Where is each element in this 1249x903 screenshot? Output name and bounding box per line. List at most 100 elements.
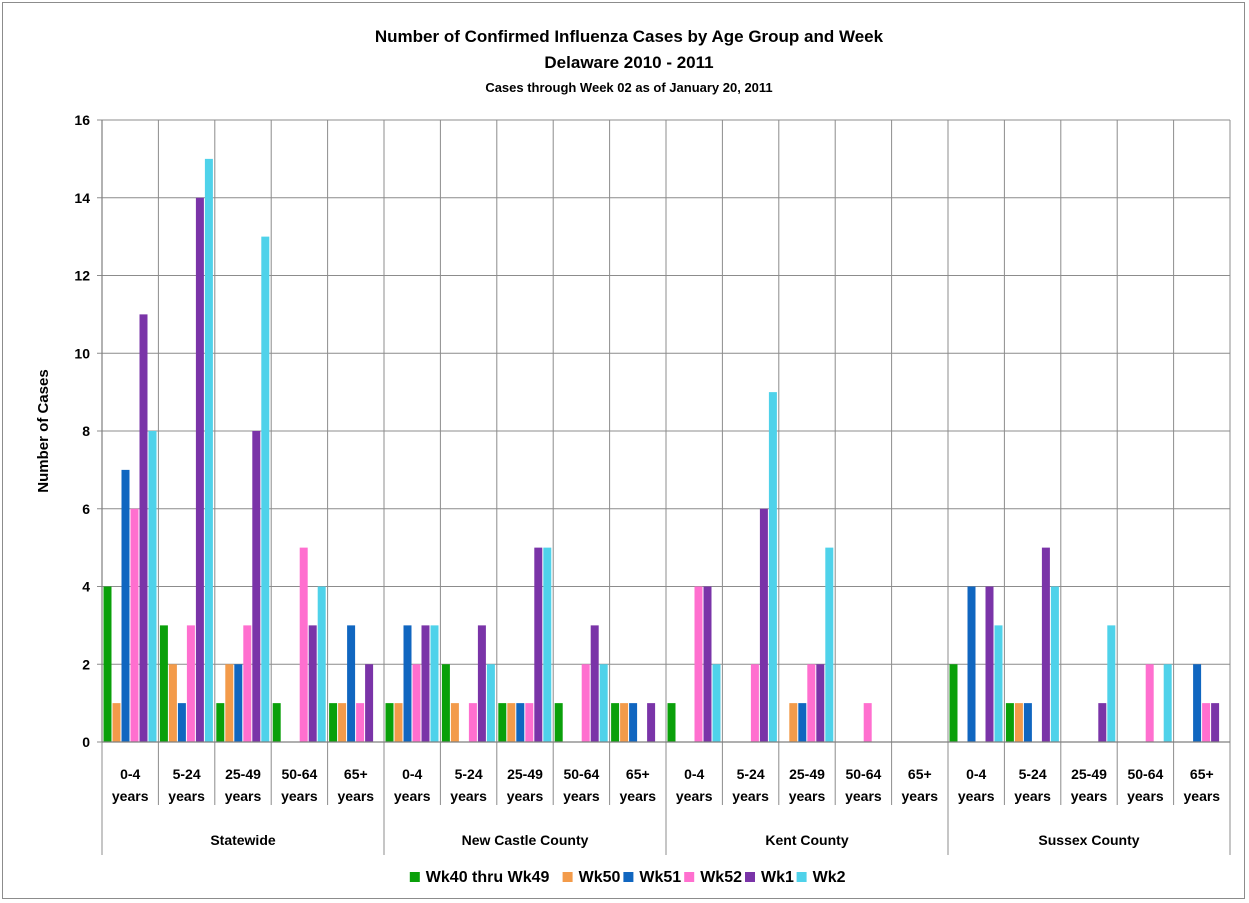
bar-4-10 xyxy=(703,586,712,742)
bars xyxy=(103,158,1220,742)
bar-1-9 xyxy=(620,703,629,742)
bar-2-9 xyxy=(629,703,638,742)
category-label-line2-7: years xyxy=(507,788,544,804)
bar-4-9 xyxy=(647,703,656,742)
bar-0-10 xyxy=(667,703,676,742)
chart-subtitle-date: Cases through Week 02 as of January 20, … xyxy=(485,80,772,95)
category-label-7: 25-49 xyxy=(507,766,543,782)
bar-3-4 xyxy=(356,703,365,742)
legend-swatch-2 xyxy=(623,872,634,882)
legend-label-4: Wk1 xyxy=(761,869,794,886)
category-label-line2-4: years xyxy=(338,788,375,804)
category-label-10: 0-4 xyxy=(684,766,704,782)
bar-3-13 xyxy=(863,703,872,742)
bar-2-4 xyxy=(347,625,356,742)
bar-4-16 xyxy=(1041,547,1050,742)
bar-5-11 xyxy=(768,392,777,742)
bar-1-12 xyxy=(789,703,798,742)
category-label-line2-0: years xyxy=(112,788,149,804)
bar-3-19 xyxy=(1202,703,1211,742)
bar-0-15 xyxy=(949,664,958,742)
group-label-0: Statewide xyxy=(210,832,276,848)
y-tick-label-8: 8 xyxy=(82,423,90,439)
category-label-15: 0-4 xyxy=(966,766,986,782)
bar-3-0 xyxy=(130,508,139,742)
category-label-11: 5-24 xyxy=(737,766,765,782)
bar-4-8 xyxy=(590,625,599,742)
legend-label-5: Wk2 xyxy=(813,869,846,886)
category-label-12: 25-49 xyxy=(789,766,825,782)
bar-4-7 xyxy=(534,547,543,742)
bar-1-0 xyxy=(112,703,121,742)
category-label-3: 50-64 xyxy=(281,766,317,782)
bar-4-4 xyxy=(365,664,374,742)
y-tick-label-10: 10 xyxy=(74,345,90,361)
category-label-line2-1: years xyxy=(168,788,205,804)
y-tick-label-0: 0 xyxy=(82,734,90,750)
bar-3-6 xyxy=(468,703,477,742)
bar-2-5 xyxy=(403,625,412,742)
category-label-17: 25-49 xyxy=(1071,766,1107,782)
bar-0-0 xyxy=(103,586,112,742)
bar-3-10 xyxy=(694,586,703,742)
group-label-2: Kent County xyxy=(765,832,848,848)
bar-5-18 xyxy=(1163,664,1172,742)
category-label-line2-17: years xyxy=(1071,788,1108,804)
category-label-line2-3: years xyxy=(281,788,318,804)
category-label-1: 5-24 xyxy=(173,766,201,782)
bar-4-6 xyxy=(477,625,486,742)
bar-0-16 xyxy=(1005,703,1014,742)
bar-3-7 xyxy=(525,703,534,742)
category-label-5: 0-4 xyxy=(402,766,422,782)
bar-5-6 xyxy=(486,664,495,742)
bar-4-12 xyxy=(816,664,825,742)
category-label-18: 50-64 xyxy=(1127,766,1163,782)
group-label-3: Sussex County xyxy=(1038,832,1139,848)
bar-2-19 xyxy=(1193,664,1202,742)
bar-3-11 xyxy=(750,664,759,742)
chart-subtitle: Delaware 2010 - 2011 xyxy=(544,53,713,72)
category-label-line2-6: years xyxy=(450,788,487,804)
y-tick-label-14: 14 xyxy=(74,190,90,206)
category-label-line2-5: years xyxy=(394,788,431,804)
bar-4-15 xyxy=(985,586,994,742)
bar-1-4 xyxy=(338,703,347,742)
category-label-line2-18: years xyxy=(1127,788,1164,804)
bar-0-6 xyxy=(441,664,450,742)
bar-2-0 xyxy=(121,469,130,742)
category-label-line2-16: years xyxy=(1014,788,1051,804)
legend-label-2: Wk51 xyxy=(639,869,681,886)
bar-0-7 xyxy=(498,703,507,742)
bar-4-5 xyxy=(421,625,430,742)
bar-4-19 xyxy=(1211,703,1220,742)
bar-5-10 xyxy=(712,664,721,742)
bar-2-12 xyxy=(798,703,807,742)
chart-title: Number of Confirmed Influenza Cases by A… xyxy=(375,27,884,46)
category-label-line2-14: years xyxy=(902,788,939,804)
bar-5-3 xyxy=(317,586,326,742)
legend-label-0: Wk40 thru Wk49 xyxy=(426,869,550,886)
bar-4-0 xyxy=(139,314,148,742)
bar-5-15 xyxy=(994,625,1003,742)
bar-4-1 xyxy=(195,197,204,742)
bar-5-1 xyxy=(204,158,213,742)
bar-5-2 xyxy=(261,236,270,742)
legend: Wk40 thru Wk49 Wk50 Wk51 Wk52 Wk1 Wk2 xyxy=(409,869,846,886)
bar-0-4 xyxy=(329,703,338,742)
category-label-14: 65+ xyxy=(908,766,932,782)
category-label-19: 65+ xyxy=(1190,766,1214,782)
bar-0-3 xyxy=(272,703,281,742)
bar-4-17 xyxy=(1098,703,1107,742)
bar-4-11 xyxy=(759,508,768,742)
bar-3-12 xyxy=(807,664,816,742)
category-label-0: 0-4 xyxy=(120,766,140,782)
category-label-line2-15: years xyxy=(958,788,995,804)
category-label-6: 5-24 xyxy=(455,766,483,782)
bar-1-5 xyxy=(394,703,403,742)
legend-swatch-5 xyxy=(796,872,807,882)
bar-5-8 xyxy=(599,664,608,742)
axis-labels: 0 2 4 6 8 10 12 14 16 0-4 years 5-24 years 25-49 years… xyxy=(74,112,1220,848)
category-label-line2-2: years xyxy=(225,788,262,804)
legend-label-1: Wk50 xyxy=(579,869,621,886)
